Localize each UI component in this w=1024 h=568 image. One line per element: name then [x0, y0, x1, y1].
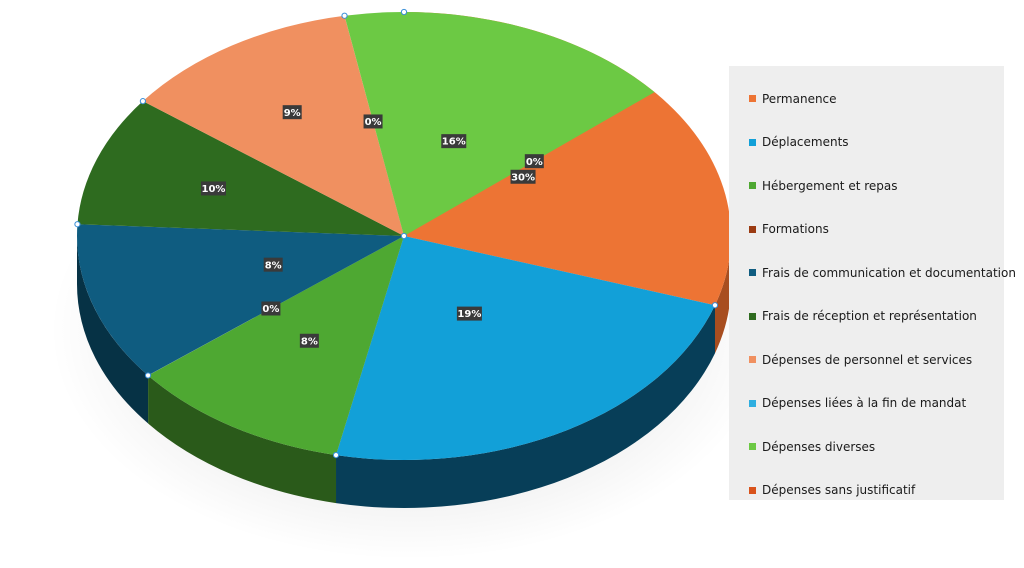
data-label-box	[261, 301, 281, 316]
data-label-text: 19%	[457, 309, 481, 320]
pie-tops	[77, 12, 730, 460]
pie-slice-depenses-de-personnel-et-services[interactable]	[142, 15, 404, 237]
legend-swatch	[749, 356, 756, 364]
chart-legend: Permanence Déplacements Hébergement et rep…	[729, 66, 1016, 500]
data-label-text: 0%	[526, 157, 543, 168]
data-label-box	[263, 257, 283, 272]
pie-slice-deplacements[interactable]	[336, 236, 715, 460]
legend-item-depenses-liees-a-la-fin-de-mandat[interactable]: Dépenses liées à la fin de mandat	[749, 382, 1004, 426]
selection-handle[interactable]	[711, 302, 719, 309]
legend-label: Dépenses diverses	[762, 439, 876, 454]
data-label-depenses-diverses: 16%	[441, 134, 467, 149]
legend-swatch	[749, 399, 756, 407]
pie-slice-frais-de-communication-et-documentation[interactable]	[77, 224, 404, 376]
legend-label: Frais de réception et représentation	[762, 309, 977, 324]
pie-sides	[77, 236, 730, 509]
legend-label: Dépenses sans justificatif	[762, 483, 916, 498]
data-label-box	[299, 333, 319, 348]
data-label-box	[282, 105, 302, 120]
selection-handle[interactable]	[400, 232, 408, 240]
legend-item-deplacements[interactable]: Déplacements	[749, 121, 1004, 165]
pie-side-frais-de-communication-et-documentation	[77, 236, 149, 424]
pie-slice-hebergement-et-repas[interactable]	[148, 236, 404, 456]
legend-item-depenses-diverses[interactable]: Dépenses diverses	[749, 425, 1004, 469]
legend-item-hebergement-et-repas[interactable]: Hébergement et repas	[749, 164, 1004, 208]
data-label-box	[510, 169, 536, 184]
data-label-permanence: 30%	[510, 169, 536, 184]
legend-swatch	[749, 269, 756, 277]
data-label-text: 0%	[262, 304, 279, 315]
legend-swatch	[749, 486, 756, 494]
legend-item-depenses-sans-justificatif[interactable]: Dépenses sans justificatif	[749, 469, 1004, 513]
legend-label: Frais de communication et documentation	[762, 265, 1016, 280]
legend-label: Formations	[762, 222, 829, 237]
legend-item-depenses-de-personnel-et-services[interactable]: Dépenses de personnel et services	[749, 338, 1004, 382]
selection-handle[interactable]	[139, 98, 146, 105]
selection-handles	[74, 8, 719, 459]
data-label-text: 30%	[511, 172, 535, 183]
legend-swatch	[749, 312, 756, 320]
legend-label: Permanence	[762, 91, 837, 106]
data-label-text: 16%	[442, 137, 466, 148]
selection-handle[interactable]	[341, 12, 348, 19]
data-label-text: 8%	[265, 260, 282, 271]
legend-item-formations[interactable]: Formations	[749, 208, 1004, 252]
data-label-box	[441, 134, 467, 149]
pie-slice-frais-de-reception-et-representation[interactable]	[77, 101, 404, 236]
data-label-text: 8%	[301, 336, 318, 347]
data-label-formations: 0%	[261, 301, 281, 316]
data-label-text: 9%	[284, 108, 301, 119]
legend-swatch	[749, 95, 756, 103]
legend-swatch	[749, 138, 756, 146]
legend-label: Hébergement et repas	[762, 178, 898, 193]
data-label-box	[524, 154, 544, 169]
data-label-box	[456, 306, 482, 321]
data-label-hebergement-et-repas: 8%	[299, 333, 319, 348]
selection-handle[interactable]	[400, 8, 408, 16]
pie-chart: 30% 19% 8% 0% 8% 10% 9% 0% 16% 0%	[50, 8, 730, 560]
pie-side-deplacements	[336, 305, 715, 509]
data-label-frais-de-reception-et-representation: 10%	[200, 181, 226, 196]
selection-handle[interactable]	[332, 452, 340, 459]
data-label-text: 0%	[365, 117, 382, 128]
data-labels: 30% 19% 8% 0% 8% 10% 9% 0% 16% 0%	[200, 105, 544, 348]
legend-swatch	[749, 443, 756, 451]
legend-item-frais-de-reception-et-representation[interactable]: Frais de réception et représentation	[749, 295, 1004, 339]
data-label-box	[363, 114, 383, 129]
selection-handle[interactable]	[74, 221, 81, 228]
legend-item-frais-de-communication-et-documentation[interactable]: Frais de communication et documentation	[749, 251, 1016, 295]
legend-label: Dépenses liées à la fin de mandat	[762, 396, 967, 411]
legend-item-permanence[interactable]: Permanence	[749, 77, 1004, 121]
pie-side-hebergement-et-repas	[148, 375, 337, 504]
data-label-depenses-sans-justificatif: 0%	[524, 154, 544, 169]
pie-slice-depenses-diverses[interactable]	[344, 12, 655, 237]
data-label-text: 10%	[202, 184, 226, 195]
data-label-deplacements: 19%	[456, 306, 482, 321]
data-label-box	[200, 181, 226, 196]
selection-handle[interactable]	[144, 372, 152, 379]
data-label-depenses-de-personnel-et-services: 9%	[282, 105, 302, 120]
data-label-frais-de-communication-et-documentation: 8%	[263, 257, 283, 272]
legend-label: Dépenses de personnel et services	[762, 352, 973, 367]
pie-side-permanence	[714, 252, 730, 354]
data-label-depenses-liees-a-la-fin-de-mandat: 0%	[363, 114, 383, 129]
legend-swatch	[749, 225, 756, 233]
legend-label: Déplacements	[762, 135, 849, 150]
legend-swatch	[749, 182, 756, 190]
